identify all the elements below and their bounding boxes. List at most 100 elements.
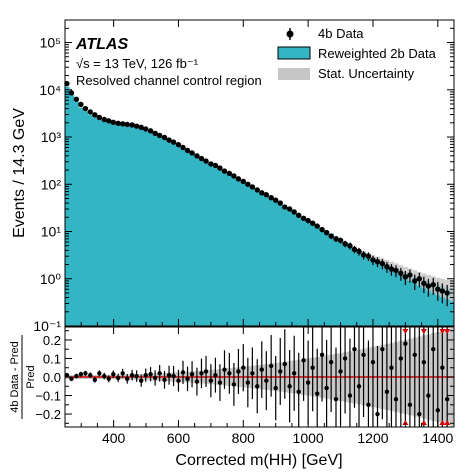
data-point (212, 162, 219, 169)
data-point (384, 263, 390, 270)
main-panel: 10⁻¹ 10⁰ 10¹ 10² 10³ 10⁴ 10⁵ (33, 19, 455, 334)
ratio-point (83, 371, 88, 376)
ratio-point (282, 361, 287, 367)
ratio-y-tick-label: −0.1 (35, 389, 61, 404)
data-point (374, 258, 381, 265)
data-point (402, 274, 409, 280)
main-y-tick-label: 10⁰ (40, 271, 62, 287)
legend: 4b Data Reweighted 2b Data Stat. Uncerta… (277, 26, 437, 81)
data-point (245, 181, 251, 187)
ratio-point (189, 372, 195, 377)
data-point (254, 187, 260, 193)
ratio-point (64, 372, 70, 378)
data-point (133, 123, 140, 129)
data-point (421, 280, 427, 287)
ratio-point (273, 385, 278, 391)
data-point (263, 192, 270, 198)
ratio-point (125, 376, 130, 382)
ratio-point (74, 373, 79, 379)
data-point (129, 122, 135, 128)
data-point (78, 101, 84, 108)
ratio-point (213, 372, 218, 378)
data-point (319, 226, 325, 233)
data-point (166, 137, 172, 143)
main-axis-ticks: 10⁻¹ 10⁰ 10¹ 10² 10³ 10⁴ 10⁵ (33, 20, 455, 334)
ratio-point (426, 393, 431, 398)
ratio-overflow-arrow-down (402, 420, 409, 425)
data-point (360, 252, 367, 258)
ratio-point (166, 372, 172, 378)
ratio-y-axis-label: 4b Data - Pred Pred (9, 335, 37, 419)
ratio-point (157, 371, 162, 376)
atlas-label: ATLAS (75, 36, 128, 53)
data-point (286, 206, 293, 212)
legend-data-marker (286, 30, 294, 38)
data-point (96, 114, 103, 121)
data-point (180, 144, 186, 151)
ratio-overflow-arrow-down (444, 420, 451, 425)
data-point (101, 116, 107, 123)
main-y-tick-label: 10⁻¹ (33, 318, 61, 334)
ratio-point (301, 358, 306, 363)
data-point (249, 184, 256, 190)
data-point (73, 96, 80, 102)
ratio-point (444, 397, 450, 402)
data-point (388, 266, 395, 272)
data-point (82, 105, 89, 112)
ratio-point (162, 377, 167, 382)
data-point (152, 130, 158, 136)
main-y-tick-label: 10⁴ (39, 82, 61, 98)
ratio-point (250, 371, 255, 376)
ratio-point (176, 378, 181, 383)
legend-label-data: 4b Data (318, 26, 364, 41)
x-tick-label: 400 (102, 430, 126, 446)
data-point (444, 290, 450, 296)
ratio-axis-ticks: 400 600 800 1000 1200 1400 −0.2 −0.1 0.0 0.1 0.2 (35, 327, 455, 446)
data-point (430, 281, 436, 288)
data-point (138, 124, 144, 131)
ratio-point (69, 376, 74, 382)
data-point (282, 204, 288, 210)
ratio-point (347, 393, 353, 398)
data-point (351, 246, 358, 253)
ratio-point (97, 371, 102, 376)
ratio-point (333, 397, 339, 402)
ratio-point (296, 389, 301, 395)
data-point (296, 212, 302, 219)
ratio-point (255, 384, 260, 389)
data-point (226, 170, 233, 177)
ratio-y-tick-label: 0.0 (43, 370, 61, 385)
data-point (291, 209, 297, 215)
data-point (379, 260, 386, 267)
ratio-point (389, 365, 394, 370)
ratio-point (102, 373, 107, 379)
ratio-point (171, 373, 176, 379)
ratio-point (338, 369, 343, 374)
ratio-point (361, 352, 366, 357)
ratio-overflow-arrow-down (420, 420, 427, 425)
ratio-point (291, 371, 297, 376)
ratio-point (403, 341, 408, 346)
ratio-point (88, 372, 93, 378)
ratio-point (180, 370, 186, 375)
ratio-point (319, 352, 325, 357)
data-point (198, 155, 205, 162)
ratio-data-points (64, 327, 451, 427)
data-point (259, 190, 265, 196)
ratio-point (231, 382, 237, 387)
x-tick-label: 800 (232, 430, 256, 446)
ratio-y-axis-label-numerator: 4b Data - Pred (9, 341, 21, 413)
data-point (347, 243, 353, 249)
data-point (217, 165, 223, 171)
data-point (189, 150, 195, 156)
data-point (92, 112, 98, 118)
ratio-point (134, 373, 139, 379)
x-tick-label: 1000 (293, 430, 324, 446)
data-point (161, 134, 168, 141)
ratio-overflow-arrow-up (439, 329, 446, 334)
ratio-point (315, 391, 320, 396)
ratio-point (152, 375, 158, 381)
prediction-histogram (65, 86, 454, 326)
data-point (407, 272, 413, 278)
